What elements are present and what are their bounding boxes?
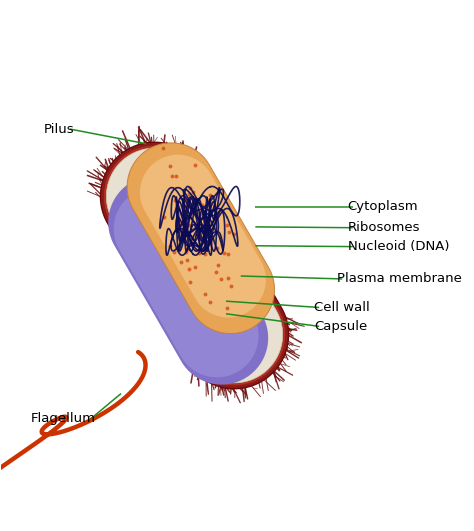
Polygon shape <box>108 176 268 384</box>
Text: Cytoplasm: Cytoplasm <box>348 200 419 213</box>
Text: Plasma membrane: Plasma membrane <box>337 272 462 286</box>
Polygon shape <box>104 145 285 386</box>
Polygon shape <box>106 148 283 383</box>
Polygon shape <box>114 187 258 378</box>
Text: Ribosomes: Ribosomes <box>348 221 420 234</box>
Text: Flagellum: Flagellum <box>31 412 96 425</box>
Text: Capsule: Capsule <box>314 320 367 333</box>
Polygon shape <box>100 142 289 389</box>
Polygon shape <box>127 143 274 333</box>
Polygon shape <box>140 155 266 318</box>
Text: Nucleoid (DNA): Nucleoid (DNA) <box>348 240 449 253</box>
Text: Cell wall: Cell wall <box>314 301 370 314</box>
Text: Pilus: Pilus <box>44 123 75 135</box>
